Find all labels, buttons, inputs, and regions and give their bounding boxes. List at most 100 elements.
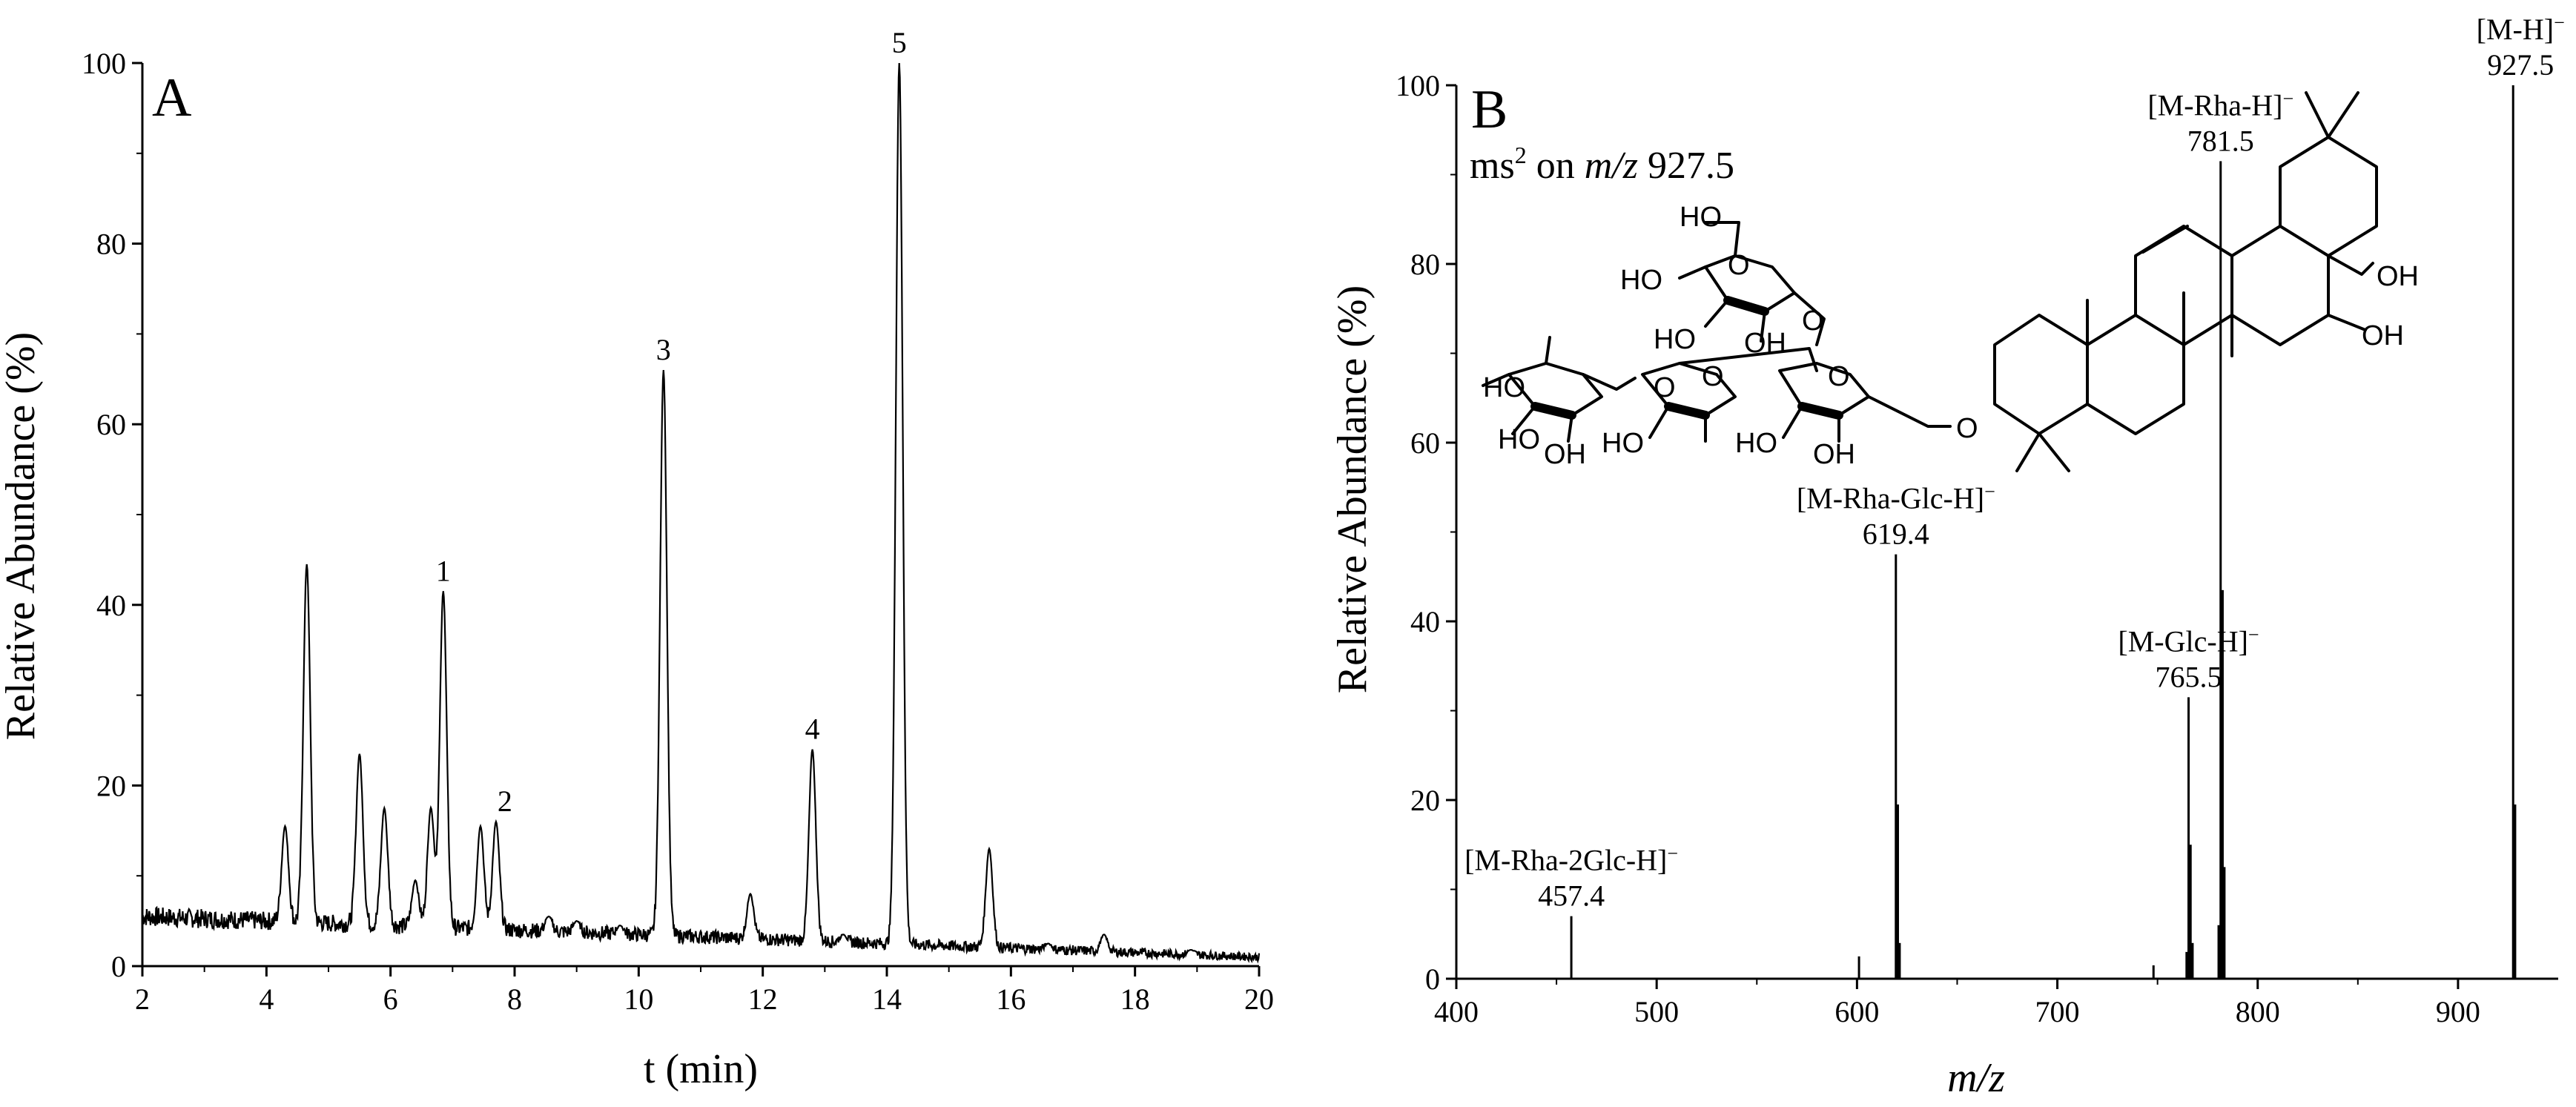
structure-label-o-1: O	[1728, 250, 1750, 281]
structure-label-ho-7: HO	[1735, 428, 1777, 459]
glucose-link	[1793, 291, 1826, 346]
structure-label-oh-1: OH	[1744, 328, 1786, 359]
structure-label-o-6: O	[1956, 413, 1978, 444]
aglycone-ring-b	[2086, 314, 2185, 435]
structure-label-ho-2: HO	[1620, 265, 1662, 296]
panel-b-y-tick-label: 80	[1410, 248, 1440, 281]
panel-b-y-tick-label: 40	[1410, 605, 1440, 638]
glucose-ring-bottom-right-wedge	[1797, 402, 1843, 420]
glucose-ring-top-wedge	[1723, 296, 1769, 316]
structure-label-o-5: O	[1828, 361, 1850, 392]
panel-b-x-tick-label: 700	[2035, 995, 2080, 1028]
fragment-mz-label: 619.4	[1863, 518, 1929, 551]
structure-label-o-4: O	[1702, 361, 1724, 392]
panel-a-y-tick-label: 100	[82, 47, 126, 80]
panel-a-x-tick-label: 20	[1244, 982, 1274, 1016]
panel-b-y-axis-title: Relative Abundance (%)	[1330, 285, 1375, 693]
panel-a-x-tick-label: 10	[624, 982, 653, 1016]
panel-a-trace-group	[141, 62, 1261, 964]
glucose-bottom-oh1	[1648, 405, 1670, 439]
peak-label-5: 5	[892, 26, 907, 59]
peak-label-1: 1	[436, 555, 451, 588]
panel-b-sticks	[1570, 85, 2517, 979]
gem-dimethyl-top	[2305, 91, 2359, 139]
glucose-top-ch2oh	[1704, 221, 1740, 257]
panel-b-y-tick-label: 0	[1425, 962, 1440, 996]
fragment-ion-label: [M-Rha-H]−	[2147, 87, 2293, 122]
saponin-structure-diagram	[1482, 91, 2378, 472]
panel-b-subtitle: ms2 on m/z 927.5	[1470, 142, 1734, 187]
aglycone-ring-a	[1993, 314, 2089, 435]
fragment-ion-label: [M-H]−	[2477, 12, 2565, 46]
structure-label-oh-5: OH	[2362, 320, 2404, 351]
aglycone-double-bond	[2141, 225, 2189, 254]
rhamnose-oh3	[1567, 414, 1573, 443]
subtitle-value: 927.5	[1638, 145, 1734, 187]
panel-a-x-tick-label: 8	[507, 982, 522, 1016]
panel-b-fragment-labels: [M-Rha-2Glc-H]−457.4 [M-Rha-Glc-H]−619.4 […	[1464, 12, 2565, 913]
panel-a-label: A	[152, 67, 191, 128]
panel-a-y-tick-label: 20	[96, 769, 126, 802]
structure-label-oh-4: OH	[2377, 261, 2419, 292]
fragment-ion-label: [M-Rha-Glc-H]−	[1797, 481, 1995, 515]
subtitle-superscript: 2	[1515, 142, 1527, 168]
peak-label-2: 2	[498, 784, 512, 818]
rhamnose-oh1	[1482, 373, 1510, 387]
panel-a-x-tick-label: 14	[872, 982, 902, 1016]
aglycone-ring-e	[2279, 136, 2378, 257]
panel-b-axes: 400 500 600 700 800 900 0 20 40 60 80 100	[1396, 69, 2558, 1028]
subtitle-on: on	[1527, 145, 1585, 187]
panel-b-label: B	[1471, 79, 1507, 140]
panel-a-peak-labels: 1 2 3 4 5	[436, 26, 907, 818]
subtitle-mz-italic: m/z	[1585, 145, 1638, 187]
structure-label-oh-3: OH	[1813, 439, 1855, 470]
structure-label-ho-4: HO	[1483, 372, 1525, 403]
structure-labels: HO HO HO HO HO HO HO OH OH OH OH OH O O …	[1483, 202, 2419, 470]
panel-a-x-tick-label: 6	[383, 982, 398, 1016]
panel-b-ms2-spectrum: B ms2 on m/z 927.5 400 500 600 700 800 900 0 20…	[1330, 12, 2565, 1101]
panel-a-y-tick-label: 40	[96, 589, 126, 622]
fragment-mz-label: 765.5	[2156, 660, 2222, 693]
panel-b-x-tick-label: 400	[1434, 995, 1479, 1028]
panel-a-x-axis-title: t (min)	[644, 1046, 758, 1092]
panel-b-x-tick-label: 900	[2436, 995, 2480, 1028]
rhamnose-oh2	[1511, 405, 1536, 435]
structure-label-o-2: O	[1802, 305, 1824, 337]
peak-label-3: 3	[656, 333, 671, 366]
panel-a-chromatogram-trace	[141, 62, 1261, 964]
fragment-ion-label: [M-Rha-2Glc-H]−	[1464, 843, 1678, 877]
glucose-top-oh1	[1678, 265, 1707, 280]
panel-a-y-tick-label: 0	[111, 950, 126, 983]
aglycone-ch2oh	[2327, 254, 2374, 276]
panel-b-y-tick-label: 100	[1396, 69, 1440, 102]
subtitle-ms: ms	[1470, 145, 1515, 187]
rhamnose-ring-wedge	[1530, 402, 1576, 420]
fragment-mz-label: 781.5	[2187, 124, 2254, 157]
structure-label-ho-3: HO	[1654, 324, 1696, 355]
panel-b-x-tick-label: 500	[1634, 995, 1679, 1028]
glucose-top-oh3	[1760, 310, 1766, 343]
peak-label-4: 4	[805, 713, 820, 746]
aglycone-oh	[2327, 314, 2367, 331]
panel-b-x-tick-label: 800	[2236, 995, 2280, 1028]
panel-b-x-axis-title: m/z	[1947, 1055, 2005, 1101]
panel-b-y-tick-label: 60	[1410, 426, 1440, 460]
panel-b-x-tick-label: 600	[1834, 995, 1879, 1028]
structure-label-ho-1: HO	[1680, 202, 1722, 233]
fragment-mz-label: 927.5	[2487, 48, 2554, 82]
panel-a-y-axis-title: Relative Abundance (%)	[0, 332, 44, 740]
rha-glc-link	[1582, 373, 1637, 391]
structure-label-ho-5: HO	[1498, 424, 1540, 455]
panel-a-y-tick-label: 60	[96, 408, 126, 441]
aglycone-methyls	[2086, 291, 2233, 357]
rhamnose-methyl	[1545, 336, 1551, 365]
panel-a-y-tick-label: 80	[96, 228, 126, 261]
panel-a-x-tick-label: 2	[135, 982, 150, 1016]
panel-a-x-tick-label: 12	[748, 982, 778, 1016]
panel-a-x-tick-label: 18	[1120, 982, 1150, 1016]
gem-dimethyl-bottom	[2015, 432, 2070, 472]
glucose-ring-bottom-wedge	[1664, 402, 1710, 420]
